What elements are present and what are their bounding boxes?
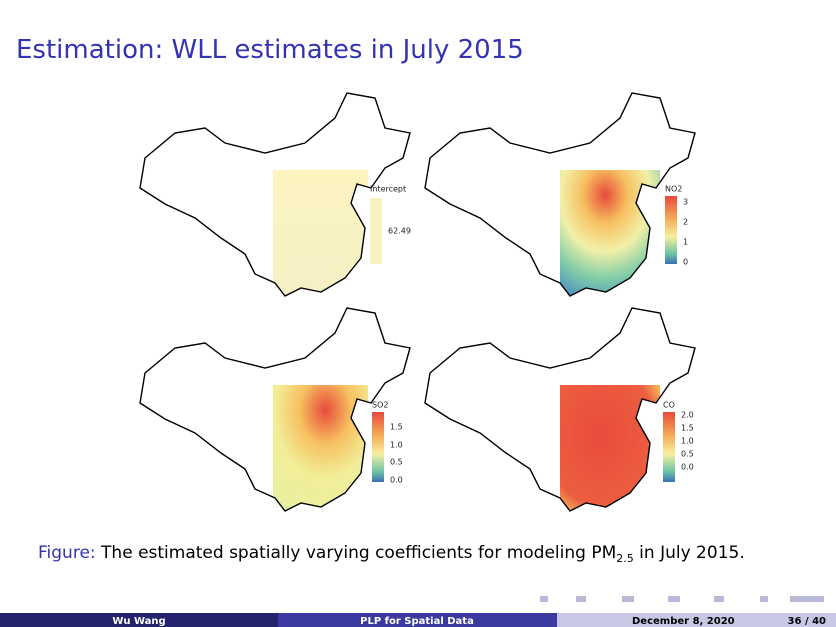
caption-label: Figure: bbox=[38, 543, 96, 563]
caption-text: The estimated spatially varying coeffici… bbox=[100, 543, 616, 563]
legend-tick: 0.0 bbox=[681, 463, 694, 472]
legend-tick: 0.5 bbox=[681, 450, 694, 459]
legend-tick: 3 bbox=[683, 198, 688, 207]
legend-tick: 0 bbox=[683, 258, 688, 267]
footer-title: PLP for Spatial Data bbox=[360, 616, 474, 627]
legend-tick: 0.0 bbox=[390, 476, 403, 485]
legend-tick: 62.49 bbox=[388, 227, 411, 236]
legend-tick: 1.5 bbox=[681, 424, 694, 433]
footer-right bbox=[557, 613, 836, 627]
legend-title: NO2 bbox=[665, 185, 682, 194]
map-panel: Intercept 62.49 bbox=[139, 92, 411, 297]
caption-subscript: 2.5 bbox=[616, 552, 634, 565]
footer-page: 36 / 40 bbox=[788, 616, 826, 627]
legend-tick: 1.0 bbox=[390, 441, 403, 450]
map-panel: NO2 3 2 1 0 bbox=[424, 92, 696, 297]
colorbar bbox=[370, 198, 382, 264]
colorbar bbox=[663, 412, 675, 482]
legend-title: Intercept bbox=[370, 185, 406, 194]
footer-center bbox=[278, 613, 557, 627]
colorbar bbox=[372, 412, 384, 482]
legend-tick: 2.0 bbox=[681, 411, 694, 420]
caption-text: in July 2015. bbox=[634, 543, 745, 563]
nav-symbols bbox=[540, 596, 824, 602]
legend-tick: 1.5 bbox=[390, 423, 403, 432]
footer-left bbox=[0, 613, 278, 627]
legend-tick: 2 bbox=[683, 218, 688, 227]
legend-tick: 1.0 bbox=[681, 437, 694, 446]
legend-tick: 1 bbox=[683, 238, 688, 247]
legend-tick: 0.5 bbox=[390, 458, 403, 467]
map-panel: CO 2.0 1.5 1.0 0.5 0.0 bbox=[424, 307, 696, 512]
footer-author: Wu Wang bbox=[112, 616, 165, 627]
slide-title: Estimation: WLL estimates in July 2015 bbox=[16, 35, 524, 65]
colorbar bbox=[665, 196, 677, 264]
legend-title: CO bbox=[663, 401, 675, 410]
map-panel: SO2 1.5 1.0 0.5 0.0 bbox=[139, 307, 411, 512]
figure-caption: Figure: The estimated spatially varying … bbox=[38, 543, 745, 565]
legend-title: SO2 bbox=[372, 401, 388, 410]
footer-date: December 8, 2020 bbox=[632, 616, 735, 627]
